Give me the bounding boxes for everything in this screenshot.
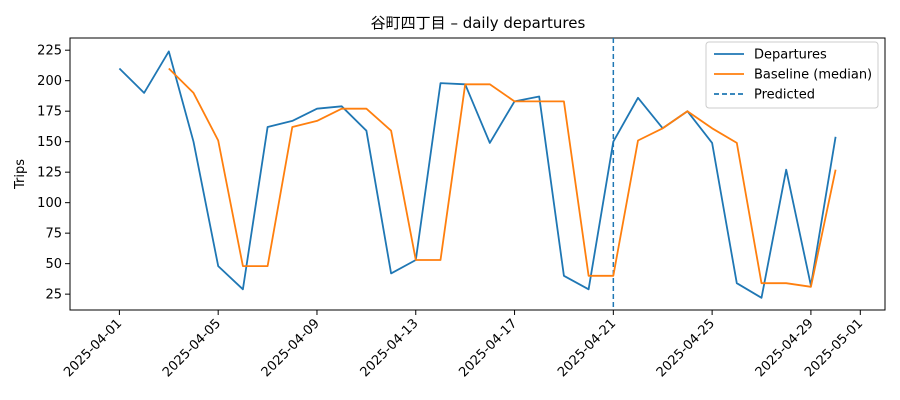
y-tick-label: 75 — [45, 227, 62, 242]
y-tick-label: 125 — [37, 166, 62, 181]
x-tick-label: 2025-04-17 — [456, 316, 520, 380]
y-axis-label: Trips — [13, 159, 28, 190]
series-line-baseline — [168, 67, 837, 288]
y-tick-label: 150 — [37, 135, 62, 150]
legend-box — [705, 41, 879, 109]
x-tick-label: 2025-04-25 — [654, 316, 718, 380]
y-tick-label: 200 — [37, 74, 62, 89]
x-axis: 2025-04-01 2025-04-05 2025-04-09 2025-04-13… — [61, 310, 866, 380]
x-tick-label: 2025-04-01 — [61, 316, 125, 380]
x-tick-label: 2025-04-05 — [160, 316, 224, 380]
y-tick-label: 25 — [45, 288, 62, 303]
legend-label: Predicted — [754, 88, 815, 103]
x-tick-label: 2025-04-21 — [555, 316, 619, 380]
plot-frame — [69, 37, 886, 311]
legend-label: Departures — [754, 48, 827, 63]
x-tick-label: 2025-04-09 — [259, 316, 323, 380]
y-tick-label: 175 — [37, 105, 62, 120]
chart-title: 谷町四丁目 – daily departures — [371, 14, 586, 32]
legend: Departures Baseline (median) Predicted — [705, 41, 879, 109]
y-tick-label: 225 — [37, 44, 62, 59]
y-tick-label: 50 — [45, 257, 62, 272]
x-tick-label: 2025-04-13 — [358, 316, 422, 380]
series-line-departures — [118, 50, 837, 299]
y-axis: 25 50 75 100 125 150 175 200 225 — [37, 44, 70, 303]
y-tick-label: 100 — [37, 196, 62, 211]
plot-area — [69, 37, 886, 311]
legend-label: Baseline (median) — [754, 68, 872, 83]
